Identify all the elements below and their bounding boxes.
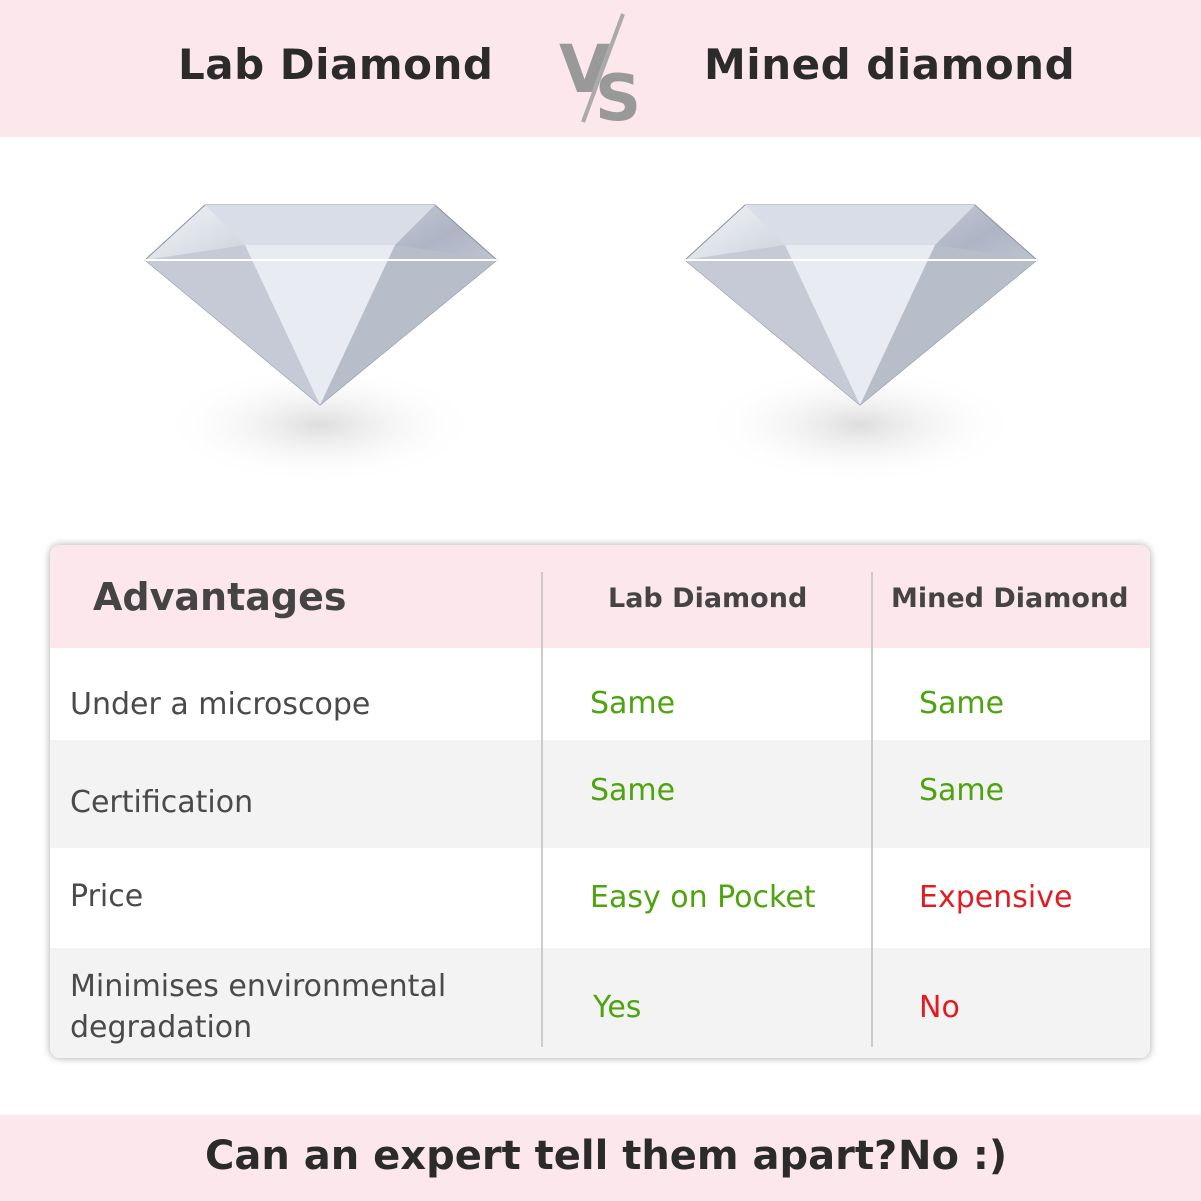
column-divider (541, 572, 543, 1047)
header-mined-diamond: Mined Diamond (891, 583, 1129, 614)
lab-value: Easy on Pocket (590, 880, 816, 915)
footer-answer: No :) (898, 1133, 1008, 1179)
footer-banner: Can an expert tell them apart? No :) (0, 1115, 1201, 1201)
vs-logo: V S (559, 13, 641, 130)
row-label: Minimises environmental degradation (70, 969, 447, 1045)
table-row: Under a microscope Same Same (50, 648, 1150, 740)
table-row: Price Easy on Pocket Expensive (50, 848, 1150, 948)
table-header-row: Advantages Lab Diamond Mined Diamond (50, 545, 1150, 648)
lab-diamond-title: Lab Diamond (178, 40, 494, 89)
table-row: Certification Same Same (50, 740, 1150, 848)
row-label: Certification (70, 785, 254, 820)
table-row: Minimises environmental degradation Yes … (50, 948, 1150, 1058)
comparison-table: Advantages Lab Diamond Mined Diamond Und… (50, 545, 1150, 1058)
mined-diamond-image (684, 204, 1038, 485)
column-divider (871, 572, 873, 1047)
mined-diamond-title: Mined diamond (704, 40, 1076, 89)
footer-question: Can an expert tell them apart? (205, 1133, 898, 1179)
mined-value: Expensive (919, 880, 1073, 915)
header-lab-diamond: Lab Diamond (608, 583, 808, 614)
header-advantages: Advantages (93, 575, 347, 619)
lab-value: Same (590, 686, 676, 721)
mined-value: Same (919, 686, 1005, 721)
header-banner: Lab Diamond V S Mined diamond (0, 0, 1201, 137)
mined-value: No (919, 990, 960, 1025)
lab-value: Yes (593, 990, 642, 1025)
row-label: Price (70, 879, 144, 914)
row-label: Under a microscope (70, 687, 371, 722)
lab-diamond-image (144, 204, 498, 485)
lab-value: Same (590, 773, 676, 808)
mined-value: Same (919, 773, 1005, 808)
